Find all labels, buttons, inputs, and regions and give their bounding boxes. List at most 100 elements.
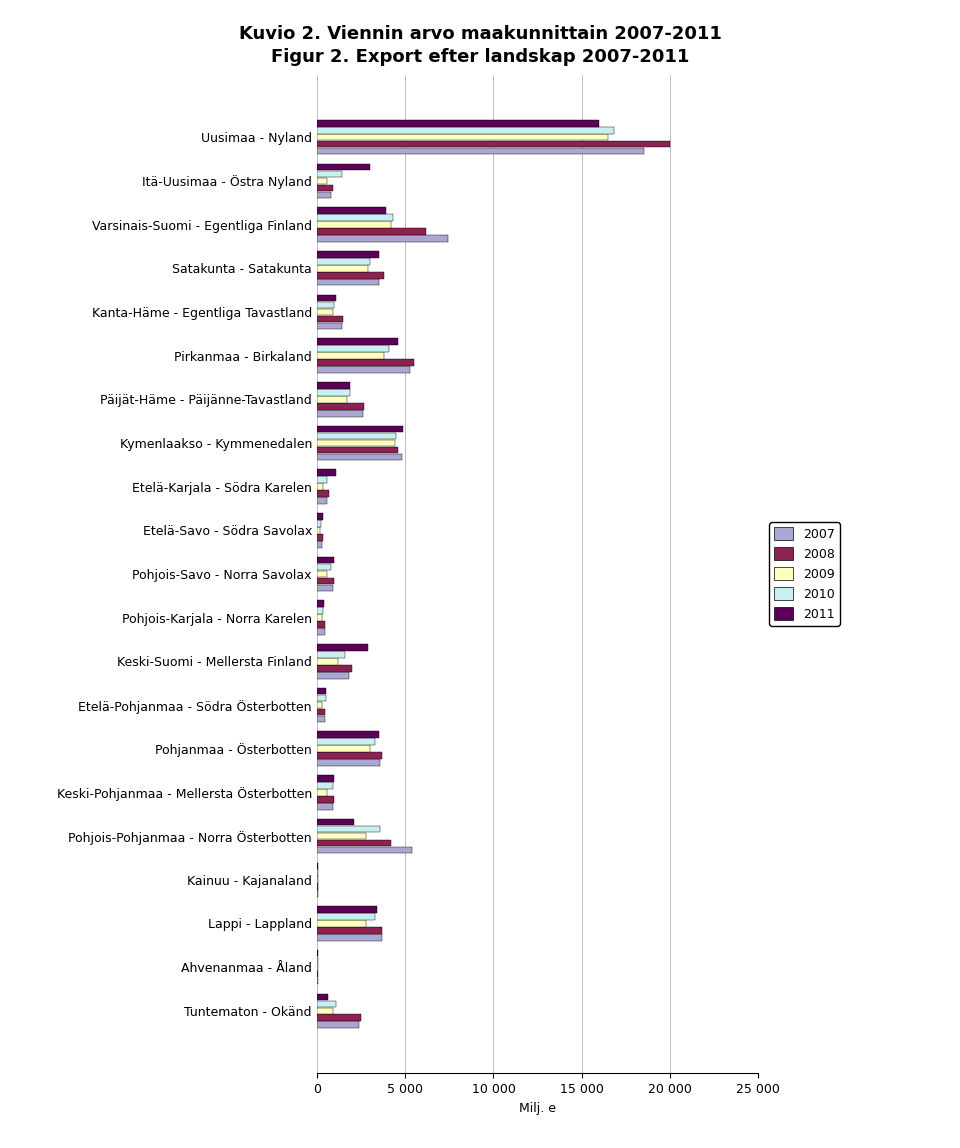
Bar (317, 215, 393, 220)
Bar (317, 1022, 359, 1027)
Bar (317, 228, 426, 235)
Bar (317, 346, 389, 352)
Bar (317, 265, 368, 272)
Bar (317, 389, 350, 396)
Bar (317, 366, 411, 373)
Bar (317, 178, 326, 184)
Bar (317, 796, 334, 802)
Bar (317, 913, 375, 920)
Bar (317, 352, 384, 359)
Bar (317, 497, 327, 504)
Bar (317, 534, 323, 541)
Bar (317, 134, 609, 140)
Bar (317, 869, 319, 876)
Bar (317, 956, 319, 963)
Bar (317, 847, 412, 853)
Bar (317, 600, 324, 607)
Bar (317, 541, 323, 548)
Bar (317, 1015, 361, 1021)
Bar (317, 309, 333, 316)
Bar (317, 148, 643, 155)
Bar (317, 453, 401, 460)
Bar (317, 208, 386, 214)
Bar (317, 447, 398, 453)
Bar (317, 688, 326, 695)
Bar (317, 738, 375, 745)
Bar (317, 359, 414, 366)
Bar (317, 433, 396, 440)
Bar (317, 840, 391, 846)
Bar (317, 316, 344, 323)
Bar (317, 141, 670, 147)
Bar (317, 993, 328, 1000)
Legend: 2007, 2008, 2009, 2010, 2011: 2007, 2008, 2009, 2010, 2011 (769, 522, 840, 626)
Bar (317, 884, 319, 890)
Bar (317, 339, 398, 344)
Bar (317, 819, 354, 825)
Bar (317, 832, 367, 839)
Bar (317, 513, 324, 520)
Bar (317, 571, 327, 577)
Bar (317, 470, 336, 476)
Bar (317, 949, 319, 956)
Bar (317, 621, 324, 628)
Bar (317, 426, 403, 433)
Bar (317, 934, 382, 940)
Bar (317, 527, 320, 534)
Bar (317, 577, 334, 584)
Bar (317, 396, 347, 403)
Bar (317, 584, 333, 591)
Bar (317, 490, 329, 497)
Bar (317, 279, 378, 286)
Bar (317, 731, 378, 738)
Bar (317, 251, 378, 257)
Bar (317, 715, 324, 722)
Bar (317, 775, 334, 782)
Bar (317, 1001, 336, 1007)
Text: Kuvio 2. Viennin arvo maakunnittain 2007-2011: Kuvio 2. Viennin arvo maakunnittain 2007… (239, 25, 721, 44)
Bar (317, 695, 326, 701)
Bar (317, 564, 331, 571)
Bar (317, 483, 323, 490)
Bar (317, 658, 338, 665)
Bar (317, 127, 613, 133)
Bar (317, 171, 342, 177)
Bar (317, 222, 391, 227)
Bar (317, 978, 318, 984)
Bar (317, 862, 319, 869)
Bar (317, 760, 380, 766)
Bar (317, 804, 333, 809)
Bar (317, 164, 370, 170)
Bar (317, 258, 370, 264)
Bar (317, 476, 327, 483)
Bar (317, 410, 363, 417)
Bar (317, 752, 382, 759)
Bar (317, 789, 327, 796)
Bar (317, 185, 333, 192)
Bar (317, 644, 368, 651)
Bar (317, 628, 324, 635)
Bar (317, 876, 318, 883)
Bar (317, 323, 342, 329)
Bar (317, 382, 350, 388)
Bar (317, 302, 334, 308)
Bar (317, 235, 447, 242)
Text: Figur 2. Export efter landskap 2007-2011: Figur 2. Export efter landskap 2007-2011 (271, 48, 689, 67)
Bar (317, 891, 318, 897)
Bar (317, 607, 324, 614)
Bar (317, 964, 318, 970)
Bar (317, 121, 599, 126)
Bar (317, 192, 331, 199)
Bar (317, 672, 348, 678)
Bar (317, 614, 323, 621)
Bar (317, 708, 324, 715)
Bar (317, 440, 395, 447)
Bar (317, 295, 336, 301)
Bar (317, 651, 345, 658)
Bar (317, 745, 370, 752)
Bar (317, 557, 334, 564)
Bar (317, 921, 367, 926)
Bar (317, 825, 380, 832)
Bar (317, 1008, 333, 1014)
Bar (317, 520, 322, 527)
